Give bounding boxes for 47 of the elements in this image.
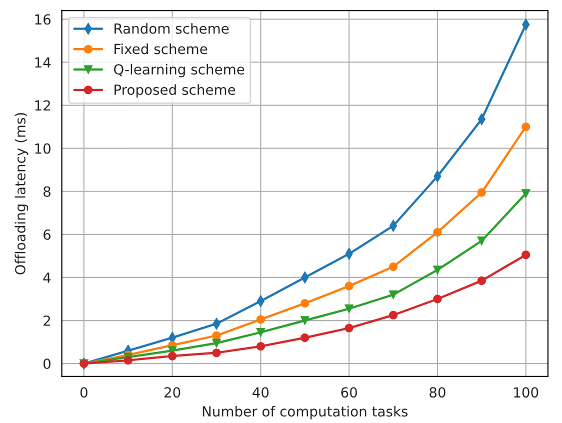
- point: [344, 324, 354, 332]
- y-tick-label: 12: [35, 100, 50, 111]
- legend-label: Random scheme: [114, 23, 229, 34]
- x-tick-label: 0: [80, 387, 88, 398]
- y-tick-label: 14: [35, 57, 51, 68]
- point: [522, 122, 530, 132]
- y-tick-label: 4: [43, 272, 51, 283]
- point: [256, 342, 266, 351]
- point: [477, 188, 486, 197]
- x-tick-label: 40: [252, 387, 269, 398]
- x-axis-title: Number of computation tasks: [202, 406, 408, 420]
- point: [300, 333, 310, 342]
- point: [256, 328, 266, 337]
- point: [300, 298, 310, 308]
- point: [477, 276, 486, 286]
- legend-label: Proposed scheme: [114, 84, 236, 98]
- point: [433, 228, 442, 237]
- x-tick-label: 80: [430, 387, 446, 398]
- y-tick-label: 2: [44, 315, 50, 326]
- point: [433, 266, 442, 274]
- point: [344, 282, 354, 290]
- y-tick-label: 8: [44, 186, 50, 197]
- x-tick-label: 20: [164, 387, 180, 398]
- point: [433, 294, 442, 304]
- point: [300, 316, 310, 325]
- point: [522, 189, 530, 198]
- point: [212, 348, 221, 358]
- point: [168, 352, 177, 360]
- y-axis-title: Offloading latency (ms): [14, 113, 28, 274]
- point: [256, 315, 266, 324]
- point: [477, 236, 486, 246]
- y-tick-label: 0: [43, 358, 50, 370]
- y-tick-label: 10: [35, 143, 50, 154]
- legend-label: Fixed scheme: [114, 43, 208, 54]
- x-tick-label: 60: [341, 387, 357, 398]
- y-tick-label: 6: [44, 229, 51, 240]
- point: [212, 331, 221, 340]
- x-tick-label: 100: [514, 387, 538, 398]
- point: [388, 310, 398, 320]
- point: [388, 262, 398, 272]
- legend-label: Q-learning scheme: [114, 64, 244, 78]
- y-tick-label: 16: [35, 14, 51, 25]
- point: [212, 338, 221, 348]
- point: [388, 290, 398, 300]
- point: [124, 356, 132, 365]
- point: [522, 250, 530, 260]
- point: [344, 304, 354, 314]
